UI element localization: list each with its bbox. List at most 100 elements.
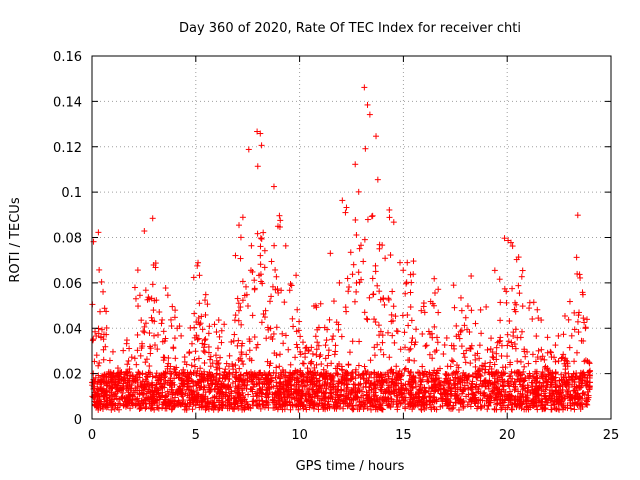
data-point — [363, 315, 370, 322]
data-point — [218, 327, 225, 334]
data-point — [577, 274, 584, 281]
data-point — [393, 363, 400, 370]
data-point — [133, 361, 140, 368]
data-point — [374, 341, 381, 348]
data-point — [498, 352, 505, 359]
data-point — [148, 314, 155, 321]
data-point — [435, 286, 442, 293]
data-point — [235, 307, 242, 314]
data-point — [261, 314, 268, 321]
data-point — [201, 359, 208, 366]
data-point — [290, 323, 297, 330]
x-tick-label: 20 — [499, 428, 516, 443]
data-point — [168, 323, 175, 330]
data-point — [312, 333, 319, 340]
data-point — [506, 318, 513, 325]
data-point — [272, 374, 279, 381]
data-point — [216, 333, 223, 340]
data-point — [332, 342, 339, 349]
data-point — [131, 355, 138, 362]
data-point — [519, 267, 526, 274]
data-point — [246, 347, 253, 354]
data-point — [496, 276, 503, 283]
data-point — [453, 322, 460, 329]
data-point — [493, 344, 500, 351]
data-point — [330, 333, 337, 340]
data-point — [547, 348, 554, 355]
data-point — [394, 328, 401, 335]
data-point — [196, 300, 203, 307]
data-point — [404, 312, 411, 319]
data-point — [101, 305, 108, 312]
data-point — [408, 279, 415, 286]
data-point — [136, 292, 143, 299]
y-tick-label: 0.06 — [53, 277, 82, 292]
data-point — [309, 350, 316, 357]
data-point — [405, 357, 412, 364]
data-point — [583, 316, 590, 323]
data-point — [237, 304, 244, 311]
data-point — [514, 358, 521, 365]
data-point — [325, 352, 332, 359]
data-point — [407, 303, 414, 310]
data-point — [407, 345, 414, 352]
data-point — [251, 277, 258, 284]
data-point — [431, 323, 438, 330]
data-point — [476, 342, 483, 349]
data-point — [316, 353, 323, 360]
data-point — [98, 278, 105, 285]
data-point — [503, 299, 510, 306]
data-point — [123, 337, 130, 344]
data-point — [189, 340, 196, 347]
data-point — [226, 352, 233, 359]
data-point — [374, 176, 381, 183]
data-point — [137, 352, 144, 359]
data-point — [199, 326, 206, 333]
data-point — [277, 351, 284, 358]
data-point — [260, 229, 267, 236]
x-tick-label: 15 — [395, 428, 412, 443]
data-point — [191, 356, 198, 363]
data-point — [339, 197, 346, 204]
data-point — [106, 357, 113, 364]
data-point — [388, 311, 395, 318]
data-point — [253, 344, 260, 351]
data-point — [366, 294, 373, 301]
data-point — [450, 282, 457, 289]
data-point — [273, 324, 280, 331]
data-point — [493, 350, 500, 357]
data-point — [151, 332, 158, 339]
data-point — [573, 349, 580, 356]
data-point — [169, 303, 176, 310]
data-point — [211, 321, 218, 328]
data-point — [158, 320, 165, 327]
data-point — [435, 309, 442, 316]
data-point — [248, 242, 255, 249]
data-point — [544, 349, 551, 356]
data-point — [134, 331, 141, 338]
data-point — [517, 358, 524, 365]
chart-title: Day 360 of 2020, Rate Of TEC Index for r… — [179, 21, 521, 36]
data-point — [548, 406, 555, 413]
data-point — [202, 311, 209, 318]
data-point — [355, 188, 362, 195]
data-point — [504, 342, 511, 349]
data-point — [293, 341, 300, 348]
data-point — [423, 342, 430, 349]
data-point — [277, 217, 284, 224]
data-point — [374, 282, 381, 289]
data-point — [404, 259, 411, 266]
data-point — [300, 360, 307, 367]
data-point — [539, 368, 546, 375]
data-point — [403, 280, 410, 287]
data-point — [425, 328, 432, 335]
data-point — [347, 249, 354, 256]
data-point — [346, 349, 353, 356]
data-point — [114, 365, 121, 372]
data-point — [582, 324, 589, 331]
data-point — [462, 359, 469, 366]
data-point — [373, 133, 380, 140]
data-point — [327, 250, 334, 257]
data-point — [149, 215, 156, 222]
data-point — [397, 259, 404, 266]
